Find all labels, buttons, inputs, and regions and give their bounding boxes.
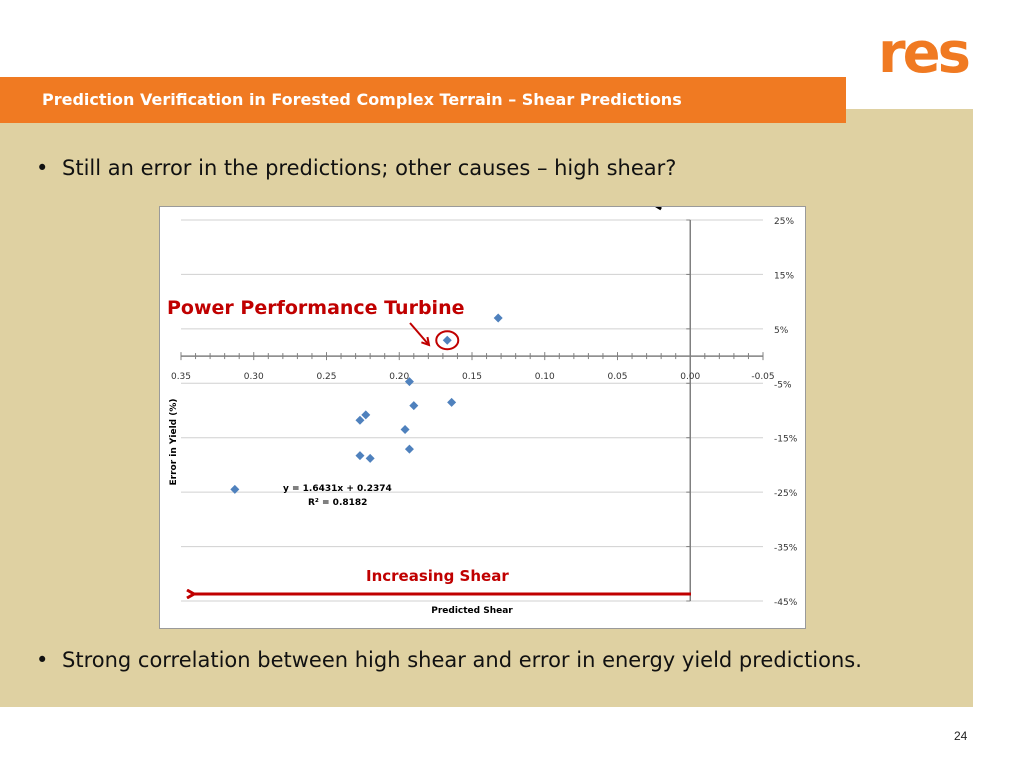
title-bar (0, 77, 846, 123)
data-point (400, 425, 410, 435)
data-point (355, 415, 365, 425)
shear-error-chart: 25% 15% 5% -5% -15% -25% -35% -45% 0.35 0.30 0.25 0… (159, 206, 806, 629)
turbine-pointer-arrow (409, 322, 429, 345)
data-point (493, 313, 503, 323)
trendline-r2: R² = 0.8182 (308, 498, 367, 508)
x-tick-label: 0.25 (316, 372, 336, 382)
tick-labels: 25% 15% 5% -5% -15% -25% -35% -45% 0.35 0.30 0.25 0… (171, 217, 798, 608)
turbine-annotation: Power Performance Turbine (167, 297, 464, 319)
data-point (365, 453, 375, 463)
bullet-text-1: Still an error in the predictions; other… (62, 156, 677, 180)
bullet-marker: • (36, 156, 49, 180)
data-point (404, 444, 414, 454)
logo-text: res (878, 28, 969, 80)
data-point (361, 410, 371, 420)
y-tick-label: 15% (774, 271, 794, 281)
bullet-item-2: • Strong correlation between high shear a… (36, 648, 862, 672)
data-point (442, 335, 452, 345)
data-point (409, 401, 419, 411)
data-point (230, 484, 240, 494)
x-tick-label: 0.15 (462, 372, 482, 382)
y-axis-title: Error in Yield (%) (169, 398, 179, 485)
grid-lines (181, 219, 763, 602)
x-tick-label: 0.10 (535, 372, 555, 382)
res-logo: res (876, 21, 976, 86)
y-tick-label: 25% (774, 217, 794, 227)
slide-title: Prediction Verification in Forested Comp… (42, 90, 682, 109)
bullet-marker: • (36, 648, 49, 672)
x-tick-label: 0.20 (389, 372, 409, 382)
y-tick-label: -5% (774, 380, 792, 390)
y-tick-label: -25% (774, 489, 798, 499)
data-points (230, 313, 503, 494)
chart-svg: 25% 15% 5% -5% -15% -25% -35% -45% 0.35 0.30 0.25 0… (167, 207, 798, 616)
y-tick-label: -45% (774, 598, 798, 608)
bullet-text-2: Strong correlation between high shear an… (62, 648, 862, 672)
page-number: 24 (954, 729, 968, 743)
highlight-circle (435, 330, 460, 351)
shear-annotation: Increasing Shear (366, 567, 509, 585)
y-tick-label: 5% (774, 326, 789, 336)
x-tick-label: -0.05 (751, 372, 774, 382)
data-point (404, 377, 414, 387)
x-tick-label: 0.00 (680, 372, 700, 382)
x-tick-label: 0.35 (171, 372, 191, 382)
trendline-equation: y = 1.6431x + 0.2374 (283, 484, 392, 494)
y-tick-label: -35% (774, 544, 798, 554)
data-point (447, 397, 457, 407)
logo-graphic: res (878, 21, 972, 86)
x-axis-title: Predicted Shear (431, 606, 513, 616)
y-tick-label: -15% (774, 435, 798, 445)
data-point (355, 451, 365, 461)
x-tick-label: 0.30 (244, 372, 264, 382)
axes (180, 219, 764, 602)
trendline (655, 207, 662, 211)
bullet-item-1: • Still an error in the predictions; othe… (36, 156, 676, 180)
x-tick-label: 0.05 (607, 372, 627, 382)
